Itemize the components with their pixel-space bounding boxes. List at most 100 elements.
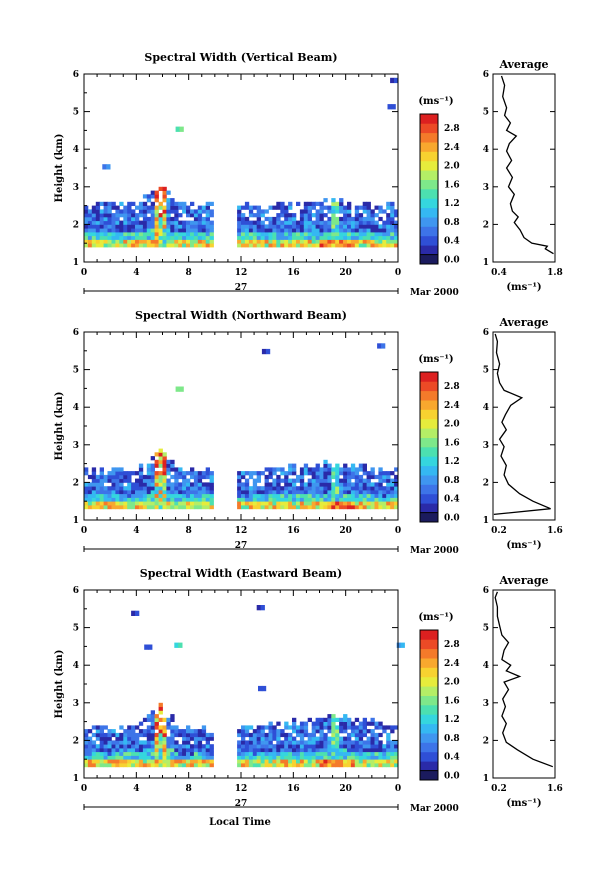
heatmap-cell xyxy=(323,459,328,464)
heatmap-cell xyxy=(87,216,93,222)
heatmap-cell xyxy=(205,755,210,760)
heatmap-cell xyxy=(292,497,297,502)
heatmap-cell xyxy=(99,729,104,734)
heatmap-cell xyxy=(244,224,250,229)
heatmap-cell xyxy=(162,740,167,745)
heatmap-cell xyxy=(315,228,320,233)
heatmap-cell xyxy=(366,220,371,225)
heatmap-cell xyxy=(331,201,336,206)
heatmap-cell xyxy=(131,220,136,225)
heatmap-cell xyxy=(382,751,387,756)
heatmap-cell xyxy=(103,235,108,240)
heatmap-cell xyxy=(107,224,112,229)
heatmap-cell xyxy=(150,467,155,472)
heatmap-cell xyxy=(237,209,242,214)
heatmap-cell xyxy=(84,505,89,510)
heatmap-cell xyxy=(272,747,277,753)
x-tick-label: 16 xyxy=(287,268,300,278)
heatmap-cell xyxy=(268,736,273,741)
heatmap-cell xyxy=(307,759,312,764)
heatmap-cell xyxy=(209,486,214,491)
heatmap-cell xyxy=(244,471,250,476)
heatmap-cell xyxy=(335,755,340,760)
heatmap-cell xyxy=(268,505,273,510)
heatmap-cell xyxy=(319,486,324,491)
heatmap-cell xyxy=(307,486,312,491)
heatmap-cell xyxy=(170,220,175,225)
heatmap-cell xyxy=(135,228,140,233)
heatmap-cell xyxy=(186,732,191,738)
heatmap-cell xyxy=(256,493,261,498)
heatmap-cell xyxy=(193,736,199,741)
heatmap-cell xyxy=(87,740,93,745)
heatmap-cell xyxy=(154,474,159,480)
heatmap-cell xyxy=(174,725,179,730)
heatmap-cell xyxy=(174,467,179,472)
heatmap-cell xyxy=(146,759,152,764)
heatmap-cell xyxy=(248,505,254,510)
heatmap-cell xyxy=(311,213,316,218)
heatmap-cell xyxy=(374,231,379,237)
heatmap-cell xyxy=(174,755,179,760)
heatmap-cell xyxy=(170,231,175,237)
colorbar-swatch xyxy=(420,648,438,659)
heatmap-cell xyxy=(87,228,93,233)
heatmap-cell xyxy=(146,747,152,753)
heatmap-cell xyxy=(366,228,371,233)
heatmap-cell xyxy=(264,239,269,244)
heatmap-cell xyxy=(103,231,108,237)
heatmap-cell xyxy=(323,198,328,203)
heatmap-cell xyxy=(115,471,120,476)
heatmap-cell xyxy=(264,474,269,480)
heatmap-cell xyxy=(166,497,171,502)
y-tick-label: 6 xyxy=(73,70,79,80)
heatmap-cell xyxy=(366,497,371,502)
heatmap-cell xyxy=(150,478,155,483)
x-tick-label: 12 xyxy=(235,268,248,278)
heatmap-cell xyxy=(154,239,159,244)
heatmap-cell xyxy=(358,235,364,240)
y-tick-label: 4 xyxy=(73,661,79,671)
heatmap-cell xyxy=(154,714,159,719)
heatmap-cell xyxy=(95,228,101,233)
heatmap-cell xyxy=(366,736,371,741)
heatmap-cell xyxy=(244,740,250,745)
heatmap-cell xyxy=(378,763,383,768)
heatmap-cell xyxy=(107,744,112,749)
heatmap-cell xyxy=(331,732,336,738)
heatmap-cell xyxy=(327,744,332,749)
heatmap-cell xyxy=(237,740,242,745)
heatmap-cell xyxy=(335,224,340,229)
heatmap-cell xyxy=(91,501,97,506)
heatmap-cell xyxy=(103,751,108,756)
heatmap-cell xyxy=(394,493,399,498)
heatmap-cell xyxy=(237,205,242,210)
heatmap-cell xyxy=(311,471,316,476)
heatmap-cell xyxy=(107,474,112,480)
heatmap-cell xyxy=(127,732,132,738)
x-tick-label: 20 xyxy=(339,784,352,794)
heatmap-cell xyxy=(362,717,367,722)
heatmap-cell xyxy=(237,239,242,244)
heatmap-cell xyxy=(241,205,246,210)
heatmap-cell xyxy=(209,239,214,244)
heatmap-cell xyxy=(119,755,124,760)
heatmap-cell xyxy=(335,243,340,248)
heatmap-cell xyxy=(335,201,340,206)
heatmap-cell xyxy=(193,235,199,240)
heatmap-cell xyxy=(87,763,93,768)
heatmap-cell xyxy=(127,224,132,229)
heatmap-cell xyxy=(119,763,124,768)
heatmap-cell xyxy=(335,228,340,233)
heatmap-cell xyxy=(146,198,152,203)
heatmap-cell xyxy=(335,474,340,480)
heatmap-cell xyxy=(135,497,140,502)
x-tick-label: 20 xyxy=(339,268,352,278)
profile-frame xyxy=(492,589,556,779)
heatmap-cell xyxy=(252,747,258,753)
heatmap-cell xyxy=(182,201,187,206)
heatmap-cell xyxy=(190,736,195,741)
heatmap-cell xyxy=(146,736,152,741)
heatmap-cell xyxy=(268,482,273,487)
heatmap-cell xyxy=(374,228,379,233)
